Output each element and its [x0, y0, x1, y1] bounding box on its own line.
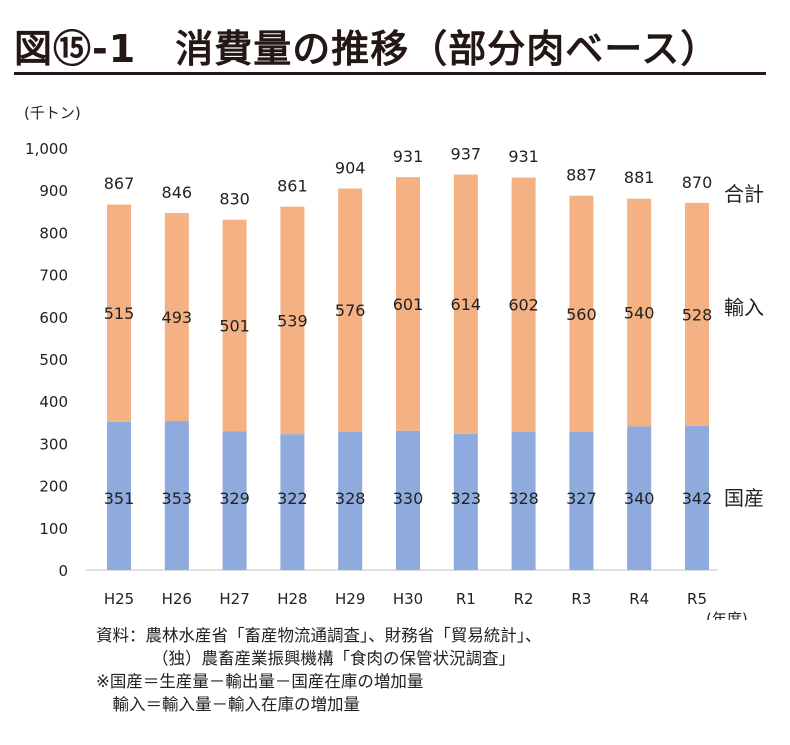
bar-domestic-H28 — [280, 434, 305, 570]
data-label-import: 515 — [104, 304, 135, 323]
x-tick-label: R4 — [629, 590, 649, 608]
data-label-import: 614 — [451, 295, 482, 314]
stacked-bar-chart: (千トン) 0 100 200 300 400 500 600 700 800 900 1,000 35… — [24, 104, 764, 620]
data-label-domestic: 322 — [277, 489, 308, 508]
data-label-domestic: 340 — [624, 489, 655, 508]
bar-import-H28 — [280, 206, 305, 435]
y-axis-unit-label: (千トン) — [24, 104, 81, 122]
data-label-total: 830 — [219, 190, 250, 209]
data-label-total: 870 — [682, 173, 713, 192]
y-tick-label: 400 — [39, 393, 68, 411]
bar-domestic-R4 — [627, 426, 652, 570]
bar-domestic-H26 — [164, 421, 189, 570]
y-tick-label: 700 — [39, 267, 68, 285]
data-label-total: 931 — [393, 147, 424, 166]
bar-domestic-R2 — [511, 431, 536, 570]
x-tick-label: H27 — [219, 590, 249, 608]
data-label-domestic: 353 — [162, 489, 193, 508]
data-label-import: 528 — [682, 305, 713, 324]
title-underline — [14, 72, 766, 75]
data-label-total: 937 — [451, 145, 482, 164]
x-tick-label: R1 — [456, 590, 476, 608]
bar-domestic-H25 — [107, 421, 131, 570]
x-tick-label: H26 — [162, 590, 192, 608]
bar-domestic-H29 — [338, 431, 363, 570]
data-label-import: 576 — [335, 301, 366, 320]
y-tick-label: 100 — [39, 520, 68, 538]
y-tick-label: 800 — [39, 224, 68, 242]
y-tick-label: 500 — [39, 351, 68, 369]
data-label-total: 846 — [162, 183, 193, 202]
x-tick-label: H29 — [335, 590, 365, 608]
bar-import-H25 — [107, 204, 131, 422]
legend-import: 輸入 — [724, 295, 764, 319]
x-tick-label: R3 — [571, 590, 591, 608]
bar-domestic-R1 — [453, 433, 478, 570]
y-tick-label: 600 — [39, 309, 68, 327]
x-tick-label: H30 — [393, 590, 423, 608]
x-tick-label: H25 — [104, 590, 134, 608]
data-label-import: 540 — [624, 304, 655, 323]
y-tick-label: 0 — [58, 562, 68, 580]
data-label-domestic: 351 — [104, 489, 135, 508]
data-label-domestic: 328 — [508, 489, 539, 508]
data-label-import: 493 — [162, 308, 193, 327]
data-label-total: 904 — [335, 159, 366, 178]
data-label-import: 601 — [393, 295, 424, 314]
data-label-import: 602 — [508, 296, 539, 315]
data-label-domestic: 330 — [393, 489, 424, 508]
bar-import-H27 — [222, 219, 247, 432]
data-label-total: 931 — [508, 147, 539, 166]
data-label-domestic: 342 — [682, 489, 713, 508]
data-label-total: 881 — [624, 168, 655, 187]
source-notes: 資料：農林水産省「畜産物流通調査」、財務省「貿易統計」、 （独）農畜産業振興機構… — [96, 624, 542, 716]
x-tick-label: H28 — [277, 590, 307, 608]
y-tick-label: 900 — [39, 182, 68, 200]
bar-domestic-H30 — [396, 430, 420, 570]
bar-domestic-R5 — [685, 425, 709, 570]
data-label-domestic: 327 — [566, 489, 597, 508]
data-label-domestic: 323 — [451, 489, 482, 508]
y-tick-label: 200 — [39, 478, 68, 496]
bar-import-R3 — [569, 195, 594, 433]
legend-domestic: 国産 — [724, 486, 764, 510]
data-label-domestic: 329 — [219, 489, 250, 508]
data-label-import: 560 — [566, 305, 597, 324]
legend-total: 合計 — [724, 182, 764, 206]
chart-title: 図⑮-1 消費量の推移（部分肉ベース） — [14, 27, 720, 71]
bar-import-R1 — [453, 174, 478, 434]
x-axis-unit-label: (年度) — [706, 610, 748, 620]
y-tick-label: 1,000 — [25, 140, 68, 158]
bar-import-H26 — [164, 212, 189, 422]
data-label-total: 867 — [104, 174, 135, 193]
data-label-import: 501 — [219, 316, 250, 335]
bar-import-H29 — [338, 188, 363, 432]
note-domestic-definition: ※国産＝生産量－輸出量－国産在庫の増加量 — [96, 672, 424, 691]
bar-domestic-R3 — [569, 432, 594, 570]
data-label-import: 539 — [277, 311, 308, 330]
note-source: 資料：農林水産省「畜産物流通調査」、財務省「貿易統計」、 — [96, 626, 542, 645]
note-import-definition: 輸入＝輸入量－輸入在庫の増加量 — [96, 695, 361, 714]
bar-import-R5 — [685, 202, 709, 426]
bar-import-H30 — [396, 177, 420, 431]
x-tick-label: R5 — [687, 590, 707, 608]
bar-import-R4 — [627, 198, 652, 427]
y-tick-label: 300 — [39, 435, 68, 453]
data-label-total: 861 — [277, 177, 308, 196]
x-tick-label: R2 — [514, 590, 534, 608]
data-label-domestic: 328 — [335, 489, 366, 508]
note-source-2: （独）農畜産業振興機構「食肉の保管状況調査」 — [152, 649, 515, 668]
bar-domestic-H27 — [222, 431, 247, 570]
bar-import-R2 — [511, 177, 536, 432]
data-label-total: 887 — [566, 166, 597, 185]
